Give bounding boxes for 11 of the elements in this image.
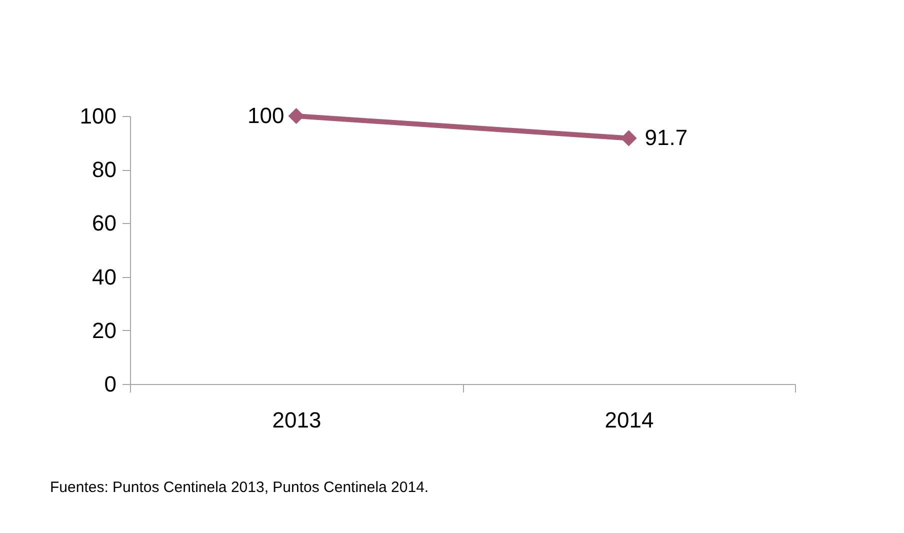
x-tick-label: 2013 — [272, 408, 322, 432]
source-note: Fuentes: Puntos Centinela 2013, Puntos Centinela 2014. — [50, 479, 429, 496]
data-label: 100 — [248, 103, 284, 128]
data-label: 91.7 — [644, 125, 688, 150]
y-tick-label: 0 — [104, 372, 116, 396]
y-tick-label: 40 — [92, 264, 116, 290]
y-tick-label: 100 — [80, 104, 116, 128]
y-tick-label: 60 — [92, 210, 116, 236]
y-tick-label: 20 — [92, 318, 116, 343]
y-tick-label: 80 — [92, 157, 116, 182]
x-tick-label: 2014 — [604, 408, 654, 432]
